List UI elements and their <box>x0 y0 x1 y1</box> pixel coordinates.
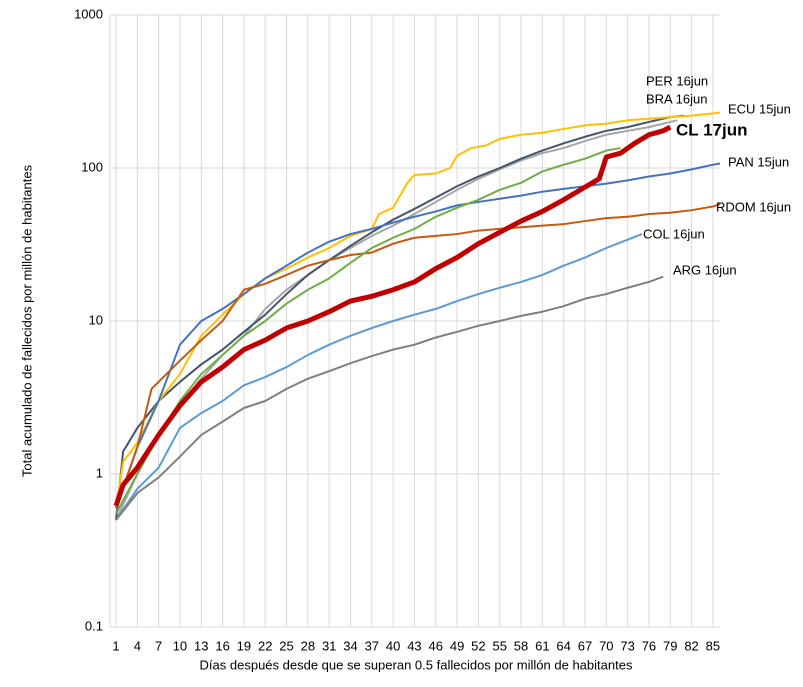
series-label: ARG 16jun <box>673 262 737 277</box>
x-tick-label: 76 <box>642 638 656 653</box>
x-tick-label: 61 <box>535 638 549 653</box>
x-tick-label: 55 <box>492 638 506 653</box>
x-tick-label: 58 <box>514 638 528 653</box>
series-line <box>115 275 664 521</box>
x-tick-label: 7 <box>155 638 162 653</box>
x-tick-label: 4 <box>134 638 141 653</box>
x-tick-label: 82 <box>684 638 698 653</box>
y-axis-label: Total acumulado de fallecidos por millón… <box>19 164 34 477</box>
x-tick-label: 1 <box>112 638 119 653</box>
x-tick-label: 31 <box>322 638 336 653</box>
x-tick-label: 64 <box>556 638 570 653</box>
y-tick-label: 0.1 <box>85 618 103 633</box>
y-tick-label: 100 <box>81 159 103 174</box>
series-line <box>115 233 643 521</box>
y-tick-label: 1 <box>96 465 103 480</box>
series-label: PER 16jun <box>646 73 708 88</box>
y-tick-label: 10 <box>89 312 103 327</box>
x-tick-label: 40 <box>386 638 400 653</box>
x-tick-label: 25 <box>279 638 293 653</box>
x-tick-label: 19 <box>237 638 251 653</box>
x-tick-label: 37 <box>365 638 379 653</box>
series-label: RDOM 16jun <box>716 199 791 214</box>
series-label: CL 17jun <box>676 120 747 139</box>
series-label: PAN 15jun <box>728 154 789 169</box>
x-tick-label: 52 <box>471 638 485 653</box>
series-line <box>115 114 685 521</box>
x-tick-label: 85 <box>706 638 720 653</box>
y-tick-label: 1000 <box>74 6 103 21</box>
series-label: ECU 15jun <box>728 101 791 116</box>
x-tick-label: 43 <box>407 638 421 653</box>
x-tick-label: 73 <box>620 638 634 653</box>
x-tick-label: 13 <box>194 638 208 653</box>
x-tick-label: 79 <box>663 638 677 653</box>
x-tick-label: 49 <box>450 638 464 653</box>
series-line <box>113 124 672 507</box>
series-label: BRA 16jun <box>646 91 707 106</box>
series-line <box>115 147 621 515</box>
x-tick-label: 70 <box>599 638 613 653</box>
x-axis-label: Días después desde que se superan 0.5 fa… <box>200 657 633 672</box>
x-tick-label: 67 <box>578 638 592 653</box>
x-tick-label: 34 <box>343 638 357 653</box>
x-tick-label: 46 <box>429 638 443 653</box>
x-tick-label: 28 <box>301 638 315 653</box>
series-line <box>115 162 721 509</box>
x-tick-label: 16 <box>215 638 229 653</box>
series-line <box>115 111 721 509</box>
series-label: COL 16jun <box>643 226 705 241</box>
x-tick-label: 22 <box>258 638 272 653</box>
x-tick-label: 10 <box>173 638 187 653</box>
series-line <box>115 203 721 509</box>
